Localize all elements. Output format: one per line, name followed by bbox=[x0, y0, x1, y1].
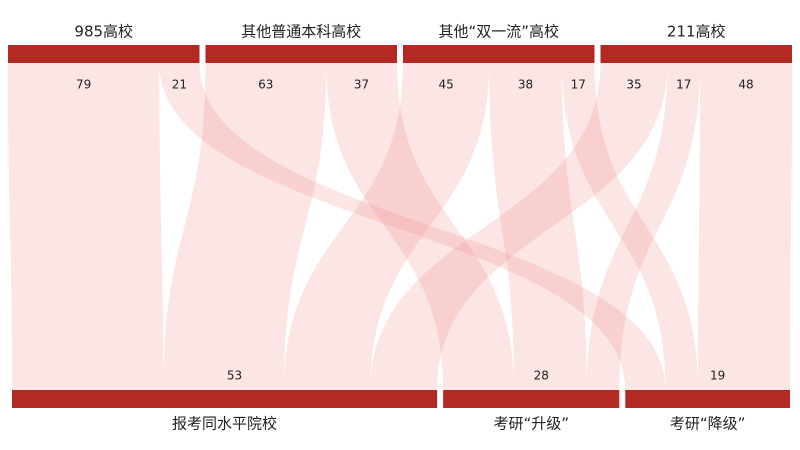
flow bbox=[8, 63, 164, 390]
flow-label: 21 bbox=[172, 78, 187, 92]
target-bar bbox=[12, 390, 438, 408]
flow-label: 37 bbox=[354, 78, 369, 92]
target-value: 28 bbox=[534, 369, 549, 383]
target-bar bbox=[443, 390, 620, 408]
flow bbox=[326, 63, 514, 390]
source-bar bbox=[8, 45, 200, 63]
flow bbox=[586, 63, 701, 390]
flow bbox=[489, 63, 587, 390]
flow-label: 17 bbox=[676, 78, 691, 92]
flow-label: 17 bbox=[571, 78, 586, 92]
source-label: 985高校 bbox=[74, 23, 133, 41]
flow-label: 35 bbox=[626, 78, 641, 92]
target-value: 19 bbox=[710, 369, 725, 383]
target-value: 53 bbox=[227, 369, 242, 383]
source-bar bbox=[403, 45, 595, 63]
flow bbox=[163, 63, 327, 390]
flow-label: 48 bbox=[738, 78, 753, 92]
flow-label: 79 bbox=[76, 78, 91, 92]
target-bar bbox=[625, 390, 790, 408]
source-bar bbox=[205, 45, 397, 63]
flow-label: 45 bbox=[438, 78, 453, 92]
source-label: 其他“双一流”高校 bbox=[438, 23, 559, 41]
flow-label: 38 bbox=[518, 78, 533, 92]
flow-label: 63 bbox=[258, 78, 273, 92]
flow bbox=[159, 63, 666, 390]
source-label: 211高校 bbox=[667, 23, 726, 41]
source-label: 其他普通本科高校 bbox=[241, 23, 361, 41]
target-label: 报考同水平院校 bbox=[172, 415, 277, 433]
source-bar bbox=[600, 45, 792, 63]
flow bbox=[561, 63, 699, 390]
target-label: 考研“升级” bbox=[493, 415, 569, 433]
target-label: 考研“降级” bbox=[670, 415, 746, 433]
flow bbox=[698, 63, 792, 390]
flow bbox=[283, 63, 490, 390]
flow bbox=[370, 63, 668, 390]
